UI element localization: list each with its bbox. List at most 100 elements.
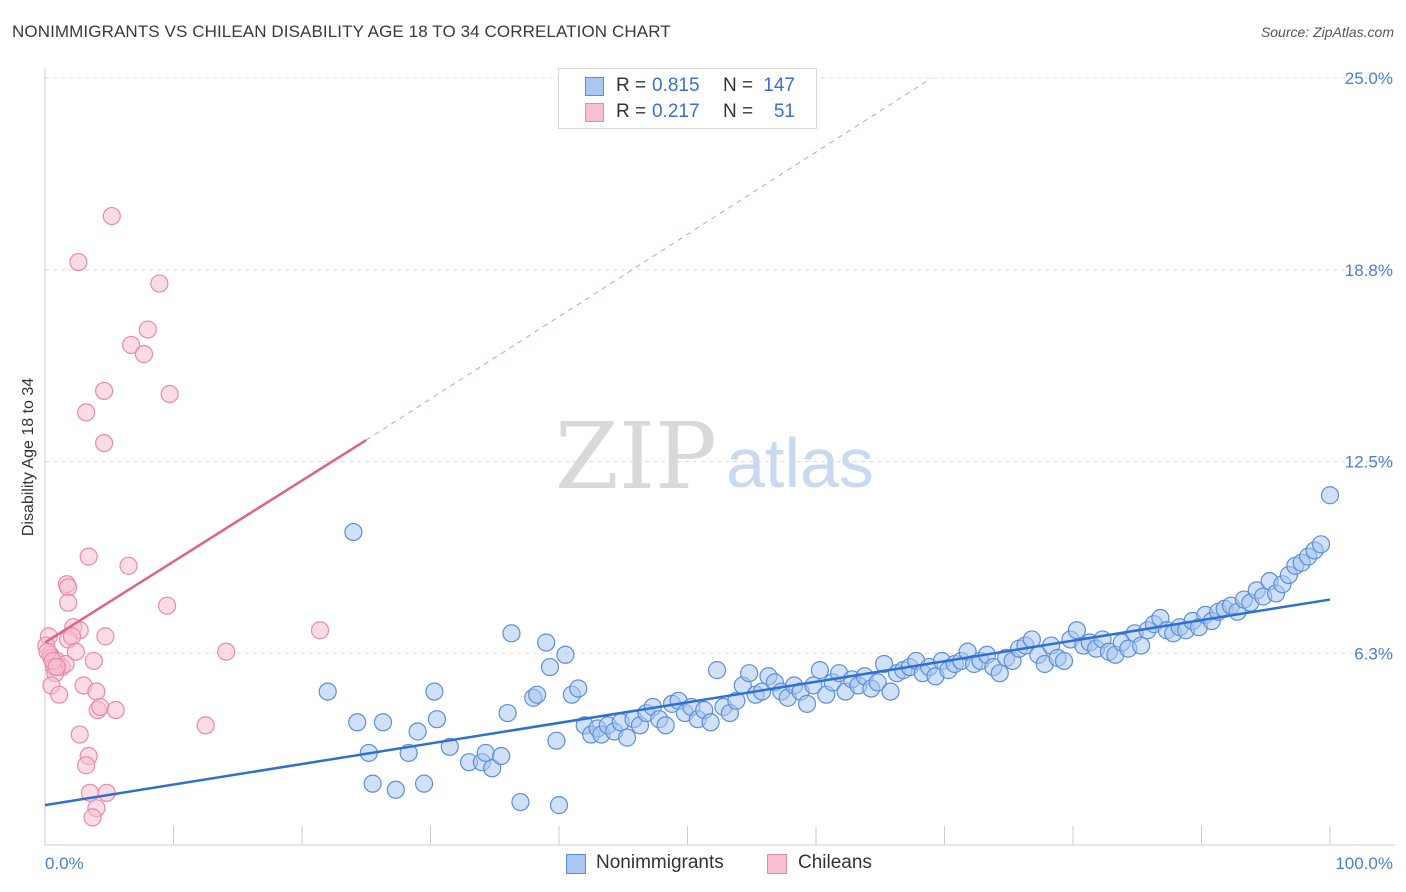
watermark-zip: ZIP <box>555 403 717 510</box>
nonimmigrants-point <box>348 713 367 732</box>
nonimmigrants-point <box>707 661 727 680</box>
series-chileans-points <box>37 206 330 827</box>
x-tick-label: 100.0% <box>1335 854 1393 873</box>
nonimmigrants-point <box>1320 486 1340 505</box>
legend-label: Chileans <box>798 852 872 873</box>
chileans-point <box>84 651 103 671</box>
nonimmigrants-point <box>476 743 495 763</box>
nonimmigrants-point <box>528 685 547 704</box>
chileans-point <box>119 556 138 575</box>
nonimmigrants-point <box>1311 535 1331 554</box>
chileans-point <box>87 682 106 701</box>
watermark-atlas: atlas <box>726 424 874 502</box>
nonimmigrants-point <box>1067 621 1086 640</box>
source-credit: Source: ZipAtlas.com <box>1260 24 1394 40</box>
trendlines <box>44 77 1331 807</box>
nonimmigrants-point <box>344 522 363 542</box>
chileans-point <box>217 642 236 661</box>
nonimmigrants-point <box>425 682 444 701</box>
nonimmigrants-point <box>701 713 720 732</box>
chileans-point <box>157 596 177 615</box>
n-label: N = <box>723 75 754 96</box>
nonimmigrants-point <box>483 759 502 778</box>
chileans-point <box>83 808 102 827</box>
nonimmigrants-point <box>797 694 817 713</box>
legend-label: Nonimmigrants <box>596 852 724 873</box>
chileans-point <box>97 783 116 802</box>
chileans-point <box>96 627 115 646</box>
y-tick-label: 12.5% <box>1345 453 1393 472</box>
nonimmigrants-point <box>656 716 675 735</box>
chileans-point <box>69 252 88 272</box>
r-label: R = <box>616 75 647 96</box>
r-value: 0.217 <box>652 101 700 122</box>
x-tick-label: 0.0% <box>45 854 84 873</box>
nonimmigrants-point <box>881 682 900 701</box>
r-label: R = <box>616 101 647 122</box>
chart-title: NONIMMIGRANTS VS CHILEAN DISABILITY AGE … <box>12 22 671 41</box>
watermark: ZIP atlas <box>555 403 874 510</box>
nonimmigrants-point <box>386 780 405 799</box>
chileans-point <box>70 725 89 744</box>
trendline-chileans-extension <box>365 77 932 441</box>
r-value: 0.815 <box>652 75 700 96</box>
legend-swatch-pink <box>585 103 604 122</box>
nonimmigrants-point <box>875 654 894 674</box>
nonimmigrants-point <box>1132 636 1151 655</box>
nonimmigrants-point <box>990 664 1009 683</box>
chileans-point <box>79 547 98 566</box>
nonimmigrants-point <box>363 774 382 793</box>
trendline-nonimmigrants <box>44 598 1331 807</box>
chileans-point <box>50 685 69 704</box>
chileans-point <box>66 642 85 661</box>
y-tick-label: 18.8% <box>1345 261 1393 280</box>
chileans-point <box>134 345 154 364</box>
nonimmigrants-point <box>537 633 556 652</box>
nonimmigrants-point <box>618 728 637 747</box>
nonimmigrants-point <box>511 792 530 812</box>
chileans-point <box>95 381 114 401</box>
nonimmigrants-point <box>318 682 337 701</box>
nonimmigrants-point <box>727 691 746 710</box>
nonimmigrants-point <box>502 624 521 643</box>
n-value: 147 <box>763 75 795 96</box>
nonimmigrants-point <box>408 722 427 741</box>
y-axis-label: Disability Age 18 to 34 <box>20 378 37 536</box>
legend-swatch-pink <box>767 854 787 874</box>
nonimmigrants-point <box>740 664 759 683</box>
y-tick-labels: 6.3% 12.5% 18.8% 25.0% <box>1345 69 1393 663</box>
chileans-point <box>77 756 96 775</box>
nonimmigrants-point <box>440 737 459 756</box>
y-tick-label: 6.3% <box>1354 644 1393 663</box>
nonimmigrants-point <box>549 796 569 815</box>
nonimmigrants-point <box>427 710 447 729</box>
chileans-point <box>160 384 179 404</box>
x-tick-labels: 0.0% 100.0% <box>45 854 1393 873</box>
chileans-point <box>47 657 66 677</box>
chileans-point <box>77 403 96 422</box>
chileans-point <box>91 697 110 717</box>
n-value: 51 <box>773 101 795 122</box>
legend-swatch-blue <box>566 854 586 874</box>
n-label: N = <box>723 101 754 122</box>
chileans-point <box>310 621 330 640</box>
nonimmigrants-point <box>373 713 393 732</box>
y-tick-label: 25.0% <box>1345 69 1393 88</box>
nonimmigrants-point <box>492 746 511 766</box>
chileans-point <box>196 716 215 735</box>
nonimmigrants-point <box>547 731 566 750</box>
axes <box>44 68 1395 846</box>
gridlines <box>45 77 1395 654</box>
series-legend: Nonimmigrants Chileans <box>0 852 1406 878</box>
nonimmigrants-point <box>868 673 887 692</box>
chileans-point <box>59 593 78 612</box>
nonimmigrants-point <box>569 679 588 698</box>
legend-swatch-blue <box>585 77 604 96</box>
chileans-point <box>102 206 121 226</box>
nonimmigrants-point <box>414 774 434 793</box>
series-nonimmigrants-points <box>318 486 1340 815</box>
nonimmigrants-point <box>810 661 829 680</box>
trendline-chileans <box>44 438 367 644</box>
nonimmigrants-point <box>540 657 560 677</box>
